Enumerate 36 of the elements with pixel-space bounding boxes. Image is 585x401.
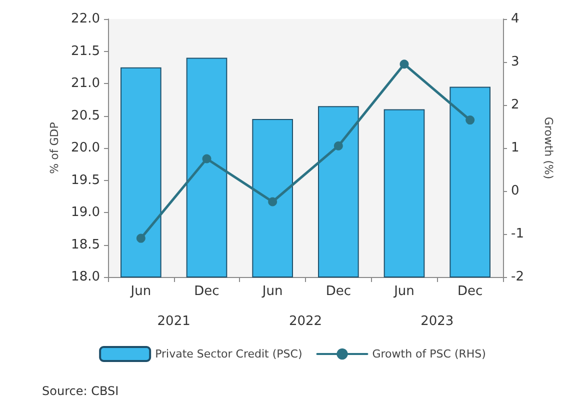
y2-tick-label: -2 [511, 270, 524, 284]
y2-tick-label: 2 [511, 98, 520, 112]
x-tick-label: Jun [261, 284, 283, 299]
x-tick-label: Dec [194, 284, 220, 299]
y-tick-label: 18.5 [71, 237, 100, 252]
x-tick-label: Jun [130, 284, 152, 299]
legend-label: Private Sector Credit (PSC) [155, 348, 302, 360]
y-tick-label: 21.5 [71, 44, 100, 59]
y2-tick-label: 3 [511, 54, 520, 70]
x-tick-label: Dec [326, 284, 351, 299]
point [202, 154, 212, 164]
point [400, 60, 409, 69]
x-tick-label: Dec [458, 284, 483, 299]
legend-label: Growth of PSC (RHS) [372, 348, 486, 360]
x-tick-label: Jun [393, 284, 414, 299]
y-axis-title: % of GDP [48, 122, 61, 174]
y2-tick-label: 0 [511, 184, 520, 198]
text: 2023 [420, 314, 454, 329]
y-tick-label: 19.5 [71, 172, 100, 188]
y2-tick-label: 4 [511, 12, 520, 26]
text: 2022 [288, 314, 322, 329]
point [466, 116, 475, 125]
y-tick-label: 18.0 [71, 270, 100, 284]
y2-axis-title: Growth (%) [542, 116, 555, 180]
text: 2021 [157, 314, 190, 329]
y-tick-label: 20.0 [71, 140, 100, 156]
y-tick-label: 19.0 [71, 205, 100, 220]
point [136, 234, 146, 243]
y-tick-label: 22.0 [71, 12, 100, 26]
point [268, 197, 278, 206]
y-tick-label: 21.0 [71, 76, 100, 91]
y2-tick-label: 1 [511, 140, 520, 156]
y-tick-label: 20.5 [71, 108, 100, 124]
source-note: Source: CBSI [42, 384, 119, 398]
point [334, 141, 343, 150]
y2-tick-label: -1 [511, 226, 524, 242]
